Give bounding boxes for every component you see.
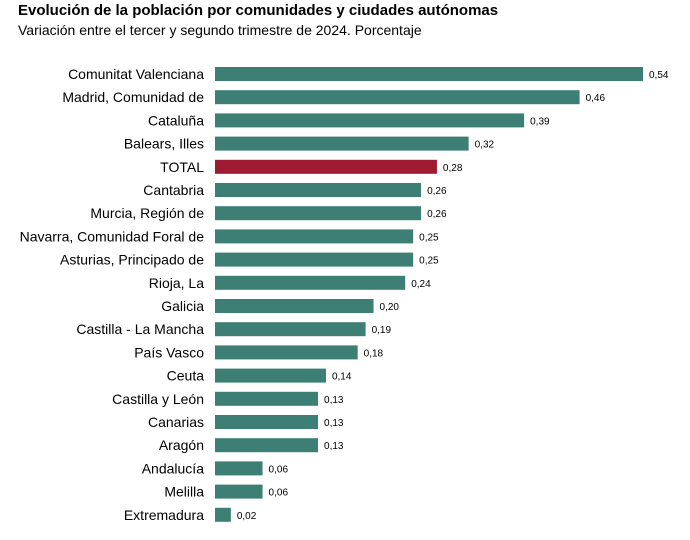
chart-subtitle: Variación entre el tercer y segundo trim… [18,22,422,38]
value-label: 0,18 [364,348,384,359]
category-label: Asturias, Principado de [60,252,204,268]
value-label: 0,19 [372,325,392,336]
category-label: Ceuta [167,368,205,384]
category-label: Cantabria [143,182,204,198]
bar [215,507,231,522]
bar [215,345,358,360]
value-label: 0,13 [324,418,344,429]
bar [215,461,263,476]
bar [215,206,422,221]
category-label: Aragón [159,437,204,453]
bar [215,391,319,406]
category-label: Comunitat Valenciana [68,66,204,82]
bar [215,275,406,290]
category-label: TOTAL [160,159,204,175]
value-label: 0,32 [475,140,495,151]
category-label: Castilla y León [112,391,204,407]
category-label: Cataluña [148,112,204,128]
category-label: Rioja, La [149,275,204,291]
category-label: Navarra, Comunidad Foral de [20,228,205,244]
value-label: 0,13 [324,441,344,452]
category-label: Melilla [164,484,204,500]
bar [215,183,422,197]
bar [215,113,525,128]
value-label: 0,02 [237,511,257,522]
bar [215,136,469,151]
bar [215,252,414,267]
chart-title: Evolución de la población por comunidade… [18,2,499,19]
bar [215,67,643,81]
category-label: Andalucía [142,460,204,476]
value-label: 0,39 [530,116,550,127]
value-label: 0,26 [427,209,447,220]
category-label: Canarias [148,414,204,430]
bar-total [215,159,437,174]
bar [215,484,263,499]
value-label: 0,25 [419,256,439,267]
value-label: 0,28 [443,163,463,174]
value-label: 0,06 [269,488,289,499]
value-label: 0,20 [380,302,400,313]
bar [215,90,580,105]
value-label: 0,46 [586,93,606,104]
category-label: Castilla - La Mancha [76,321,204,337]
value-label: 0,54 [649,70,669,81]
bar [215,415,319,429]
bar [215,299,374,313]
value-label: 0,13 [324,395,344,406]
category-label: País Vasco [134,344,204,360]
value-label: 0,24 [411,279,431,290]
bar [215,229,414,244]
bar [215,438,319,453]
category-label: Extremadura [124,507,204,523]
category-label: Murcia, Región de [90,205,204,221]
value-label: 0,14 [332,372,352,383]
value-label: 0,25 [419,232,439,243]
category-label: Balears, Illes [124,136,204,152]
value-label: 0,26 [427,186,447,197]
bar [215,322,366,337]
category-label: Galicia [161,298,204,314]
value-label: 0,06 [269,464,289,475]
category-label: Madrid, Comunidad de [62,89,204,105]
bar [215,368,326,383]
